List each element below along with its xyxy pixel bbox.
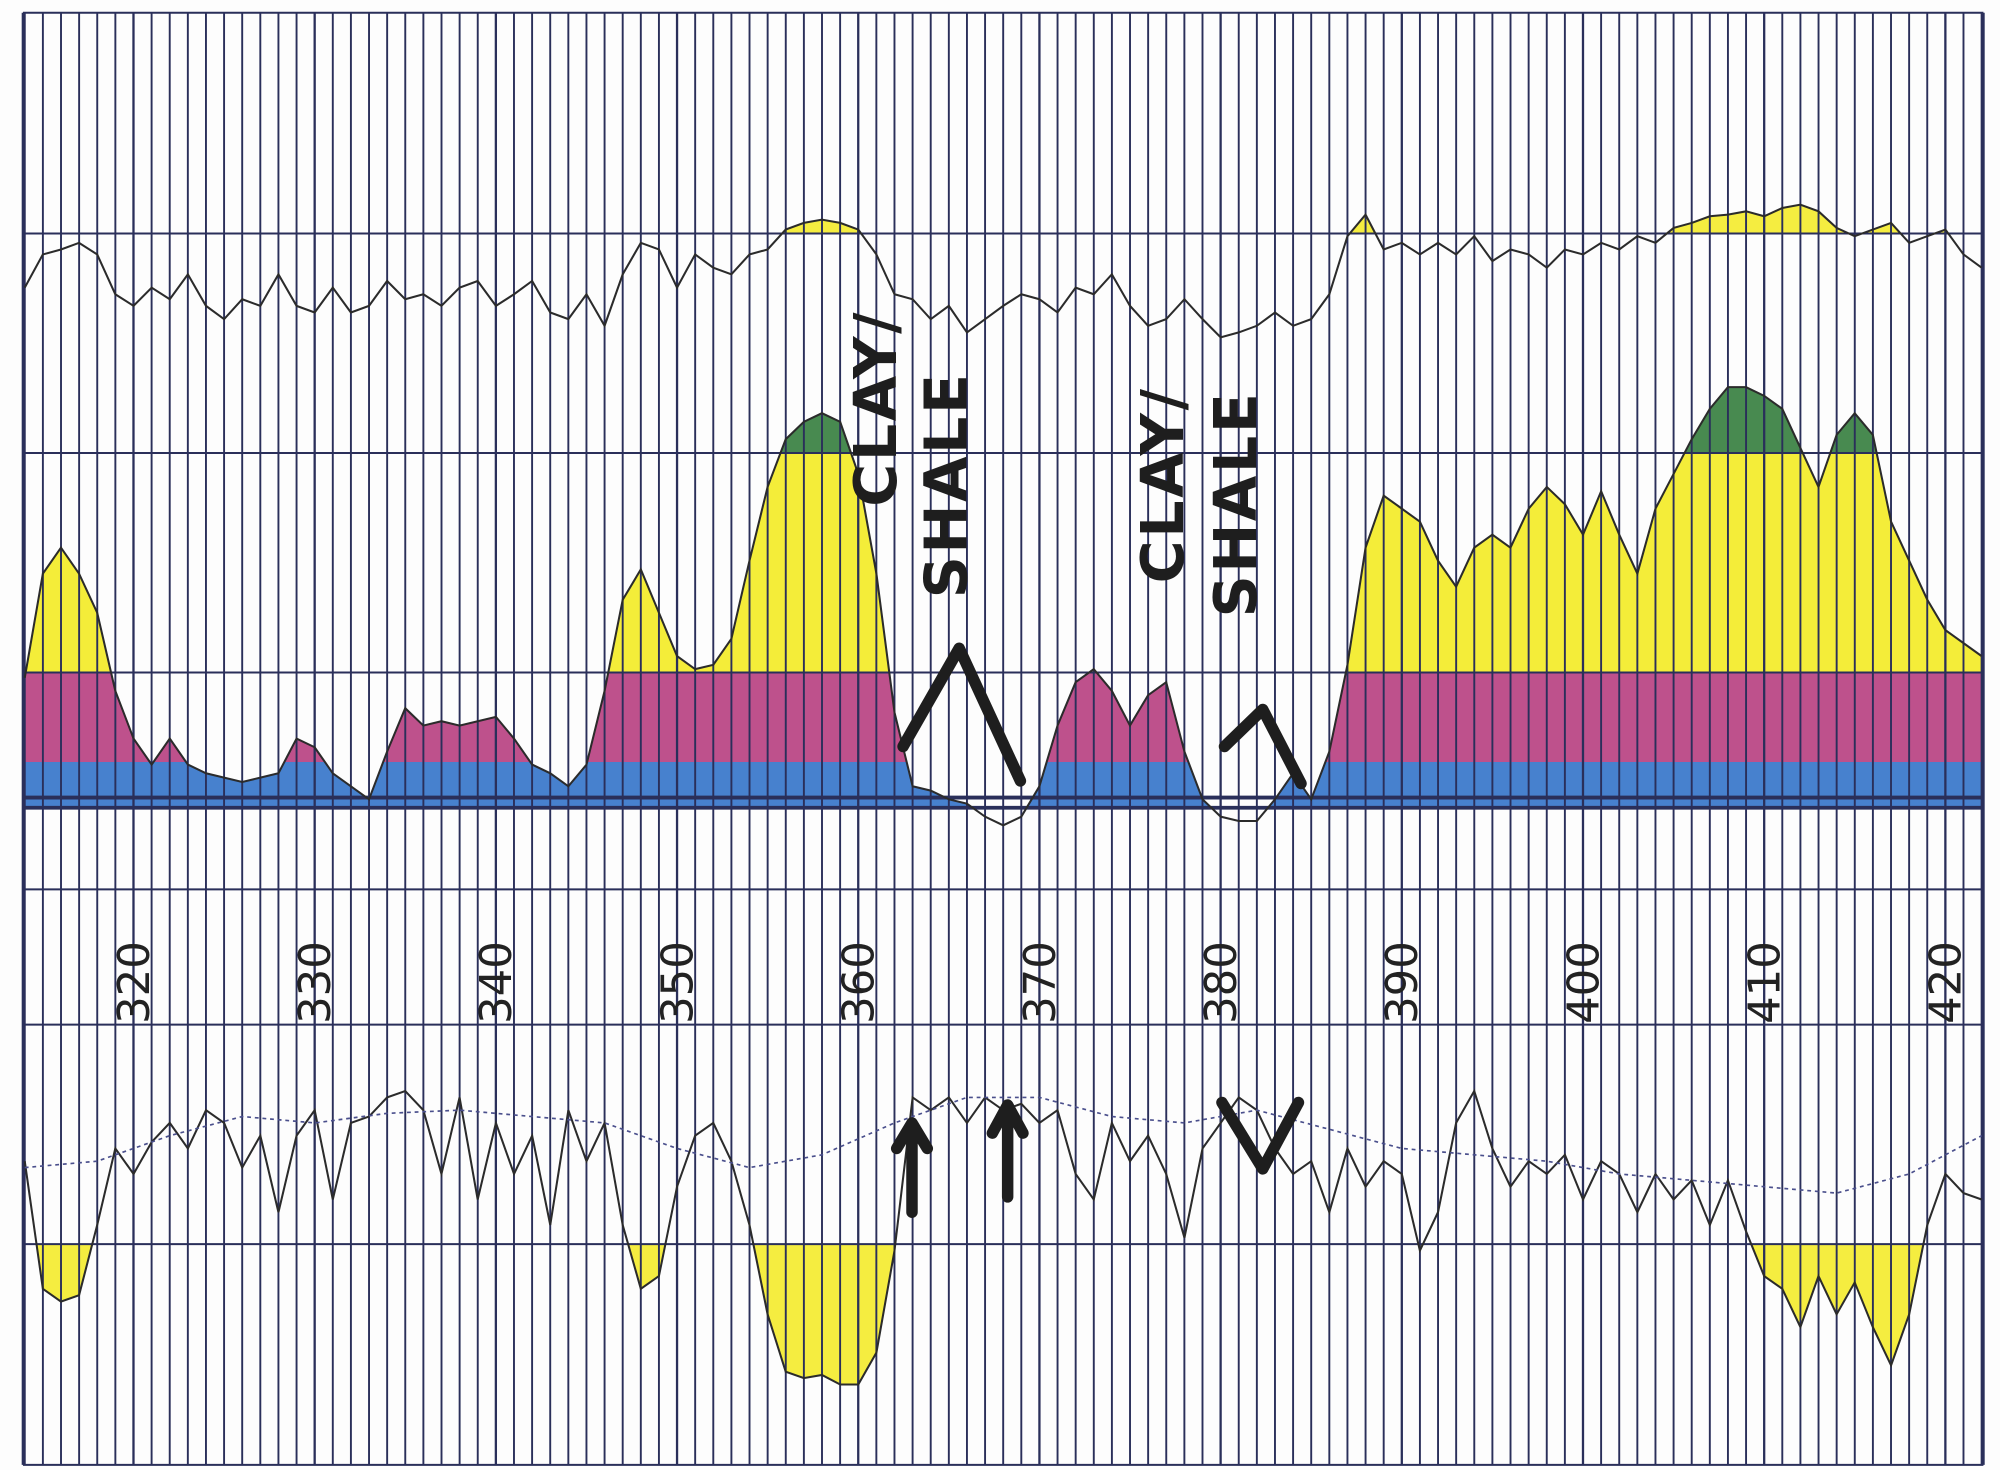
depth-label: 390 bbox=[1378, 941, 1428, 1024]
track-lines bbox=[22, 11, 1984, 1466]
annotation: SHALE bbox=[1202, 391, 1270, 618]
log-curve bbox=[23, 386, 1983, 827]
curves bbox=[23, 203, 1983, 1386]
depth-label: 410 bbox=[1741, 941, 1791, 1024]
log-curve bbox=[23, 203, 1983, 339]
annotation: SHALE bbox=[912, 371, 980, 598]
hand-arrow bbox=[986, 1099, 1029, 1203]
log-curve bbox=[24, 1096, 1983, 1194]
annotations: CLAY/SHALE CLAY/SHALE bbox=[842, 310, 1270, 618]
hand-chevron bbox=[1216, 1096, 1305, 1175]
depth-labels: 320 330 340 350 360 370 380 390 400 410 420 bbox=[110, 941, 1972, 1024]
hand-arrow bbox=[890, 1117, 934, 1218]
hand-marks bbox=[890, 642, 1307, 1218]
hand-chevron bbox=[897, 642, 1027, 787]
depth-label: 360 bbox=[835, 941, 885, 1024]
depth-label: 400 bbox=[1559, 941, 1609, 1024]
depth-label: 380 bbox=[1197, 941, 1247, 1024]
annotation: CLAY/ bbox=[1129, 386, 1197, 583]
depth-label: 420 bbox=[1922, 941, 1972, 1024]
hand-chevron bbox=[1218, 703, 1307, 790]
depth-label: 370 bbox=[1016, 941, 1066, 1024]
depth-label: 340 bbox=[472, 941, 522, 1024]
depth-label: 330 bbox=[291, 941, 341, 1024]
annotation: CLAY/ bbox=[842, 310, 910, 507]
depth-label: 350 bbox=[653, 941, 703, 1024]
depth-label: 320 bbox=[110, 941, 160, 1024]
